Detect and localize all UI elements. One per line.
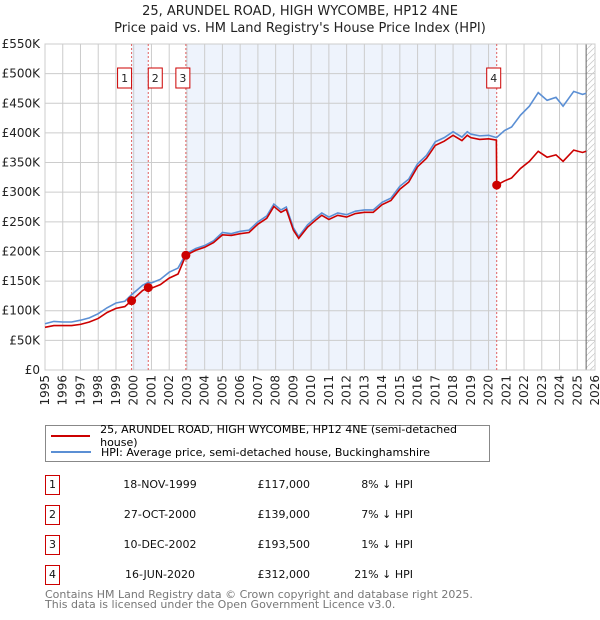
x-tick-label: 2012	[340, 375, 354, 406]
shaded-band	[185, 44, 497, 370]
footer-licence: This data is licensed under the Open Gov…	[45, 598, 396, 611]
sale-date: 18-NOV-1999	[123, 478, 197, 491]
sale-point	[492, 180, 502, 190]
plot-frame	[44, 43, 596, 371]
sale-hpi-diff: 8% ↓ HPI	[361, 478, 413, 491]
chart-subtitle: Price paid vs. HM Land Registry's House …	[114, 21, 486, 36]
sale-hpi-diff: 7% ↓ HPI	[361, 508, 413, 521]
sale-label-number: 4	[490, 72, 497, 85]
sale-point	[127, 296, 137, 306]
x-tick-label: 2002	[162, 375, 176, 406]
forecast-hatch	[586, 44, 595, 370]
x-tick-label: 1997	[73, 375, 87, 406]
y-tick-label: £350K	[2, 156, 42, 170]
price-chart: £0 £50K £100K £150K £200K £250K £300K £350K £400…	[2, 37, 600, 406]
x-tick-label: 2006	[233, 375, 247, 406]
x-tick-label: 2014	[375, 375, 389, 406]
sale-number: 4	[45, 565, 60, 585]
y-tick-label: £400K	[2, 126, 42, 140]
x-tick-label: 1998	[91, 375, 105, 406]
x-tick-label: 2000	[127, 375, 141, 406]
x-tick-label: 2019	[464, 375, 478, 406]
y-tick-label: £150K	[2, 274, 42, 288]
y-tick-label: £300K	[2, 185, 42, 199]
sale-hpi-diff: 1% ↓ HPI	[361, 538, 413, 551]
sale-date: 27-OCT-2000	[123, 508, 197, 521]
legend-price-swatch	[51, 435, 91, 437]
x-tick-label: 2013	[357, 375, 371, 406]
y-tick-label: £200K	[2, 244, 42, 258]
x-tick-label: 1996	[56, 375, 70, 406]
sale-price: £139,000	[257, 508, 311, 521]
sale-label-box	[147, 67, 163, 89]
x-tick-label: 2023	[535, 375, 549, 406]
y-tick-label: £250K	[2, 215, 42, 229]
sale-label-number: 1	[121, 72, 128, 85]
sale-date: 16-JUN-2020	[124, 568, 196, 581]
sale-label-box	[117, 67, 133, 89]
x-tick-label: 2015	[393, 375, 407, 406]
sale-price: £117,000	[257, 478, 311, 491]
sale-row: 4 16-JUN-2020 £312,000 21% ↓ HPI	[45, 565, 445, 585]
x-tick-label: 2021	[499, 375, 513, 406]
chart-title: 25, ARUNDEL ROAD, HIGH WYCOMBE, HP12 4NE	[142, 4, 458, 19]
footer-copyright: Contains HM Land Registry data © Crown c…	[45, 588, 473, 601]
legend: 25, ARUNDEL ROAD, HIGH WYCOMBE, HP12 4NE…	[45, 423, 490, 462]
sale-date: 10-DEC-2002	[123, 538, 197, 551]
price-paid-line	[44, 134, 587, 329]
x-tick-label: 2010	[304, 375, 318, 406]
sale-number: 3	[45, 535, 60, 555]
x-tick-label: 2017	[428, 375, 442, 406]
sale-label-number: 3	[179, 72, 186, 85]
x-tick-label: 2003	[180, 375, 194, 406]
x-tick-label: 2009	[286, 375, 300, 406]
x-tick-label: 2016	[411, 375, 425, 406]
sale-hpi-diff: 21% ↓ HPI	[354, 568, 413, 581]
y-tick-label: £100K	[2, 304, 42, 318]
x-tick-label: 2026	[588, 375, 600, 406]
x-tick-label: 2020	[482, 375, 496, 406]
x-tick-label: 2025	[570, 375, 584, 406]
y-tick-label: £0	[25, 363, 40, 377]
legend-price-label: 25, ARUNDEL ROAD, HIGH WYCOMBE, HP12 4NE…	[100, 423, 457, 449]
sale-point	[181, 250, 191, 260]
sale-row: 1 18-NOV-1999 £117,000 8% ↓ HPI	[45, 475, 445, 495]
x-tick-label: 2022	[517, 375, 531, 406]
sale-label-box	[486, 67, 502, 89]
sale-price: £312,000	[257, 568, 311, 581]
legend-hpi-swatch	[51, 451, 91, 453]
x-tick-label: 2008	[269, 375, 283, 406]
x-tick-label: 2024	[553, 375, 567, 406]
footer: Contains HM Land Registry data © Crown c…	[45, 588, 473, 611]
x-tick-label: 1999	[109, 375, 123, 406]
sale-point	[143, 283, 153, 293]
hpi-line	[44, 90, 587, 325]
x-tick-label: 2011	[322, 375, 336, 406]
y-tick-label: £500K	[2, 67, 42, 81]
sale-number: 1	[45, 475, 60, 495]
sale-row: 2 27-OCT-2000 £139,000 7% ↓ HPI	[45, 505, 445, 525]
sale-label-number: 2	[152, 72, 159, 85]
x-tick-label: 2007	[251, 375, 265, 406]
x-tick-label: 2005	[215, 375, 229, 406]
sale-price: £193,500	[257, 538, 311, 551]
x-tick-label: 1995	[38, 375, 52, 406]
y-tick-label: £550K	[2, 37, 42, 51]
x-tick-label: 2001	[144, 375, 158, 406]
x-tick-label: 2018	[446, 375, 460, 406]
y-tick-label: £450K	[2, 96, 42, 110]
x-tick-label: 2004	[198, 375, 212, 406]
sale-number: 2	[45, 505, 60, 525]
legend-hpi-label: HPI: Average price, semi-detached house,…	[101, 445, 431, 459]
sale-row: 3 10-DEC-2002 £193,500 1% ↓ HPI	[45, 535, 445, 555]
sale-label-box	[175, 67, 191, 89]
y-tick-label: £50K	[9, 333, 41, 347]
